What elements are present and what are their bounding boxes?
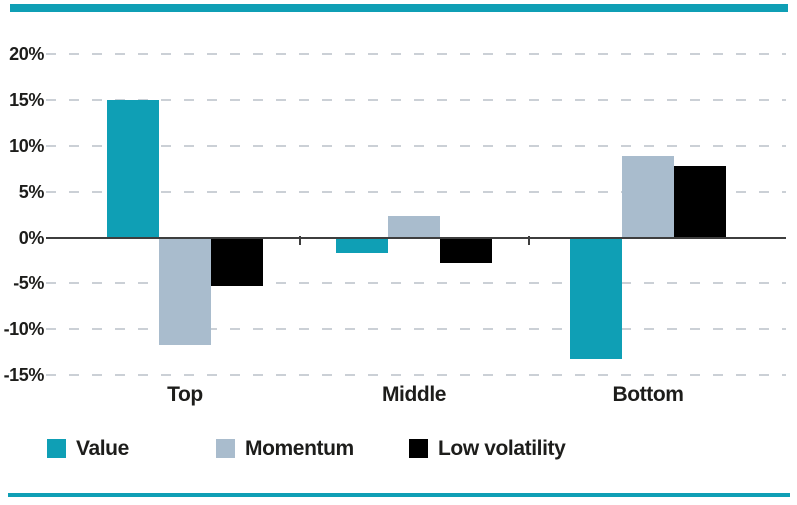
category-label-top: Top	[167, 383, 203, 406]
bar-momentum-top	[159, 237, 211, 345]
y-axis-tick-label: -10%	[3, 319, 45, 340]
category-label-middle: Middle	[381, 383, 447, 406]
legend-swatch-value	[47, 439, 66, 458]
legend-item-momentum: Momentum	[216, 438, 354, 459]
y-axis-tick-label: -5%	[13, 273, 44, 294]
legend: Value Momentum Low volatility	[47, 438, 767, 462]
bar-value-top	[107, 100, 159, 238]
legend-label: Value	[76, 437, 129, 460]
gridline--15%	[46, 373, 786, 376]
gridline-5%	[46, 190, 786, 193]
bar-low-volatility-bottom	[674, 166, 726, 238]
legend-label: Momentum	[245, 437, 354, 460]
category-separator-tick	[299, 235, 301, 245]
gridline--5%	[46, 282, 786, 285]
bar-low-volatility-top	[211, 237, 263, 287]
bar-momentum-middle	[388, 215, 440, 238]
gridline-20%	[46, 53, 786, 56]
y-axis-tick-label: -15%	[3, 364, 45, 385]
bar-value-bottom	[570, 237, 622, 360]
legend-item-low-volatility: Low volatility	[409, 437, 566, 460]
bottom-accent-bar	[8, 493, 790, 497]
top-accent-bar	[10, 4, 788, 12]
y-axis-tick-label: 20%	[9, 44, 44, 65]
bar-value-middle	[336, 237, 388, 254]
category-separator-tick	[528, 235, 530, 245]
gridline-15%	[46, 99, 786, 102]
legend-item-value: Value	[47, 438, 129, 459]
legend-swatch-low-volatility	[409, 439, 428, 458]
legend-label: Low volatility	[438, 437, 566, 460]
y-axis-tick-label: 5%	[18, 181, 45, 202]
bar-low-volatility-middle	[440, 237, 492, 264]
gridline--10%	[46, 328, 786, 331]
gridline-10%	[46, 144, 786, 147]
category-label-bottom: Bottom	[612, 383, 684, 406]
y-axis-tick-label: 15%	[9, 90, 44, 111]
bar-momentum-bottom	[622, 155, 674, 238]
x-axis-zero-line	[46, 236, 786, 239]
y-axis-tick-label: 10%	[9, 135, 44, 156]
legend-swatch-momentum	[216, 439, 235, 458]
y-axis-tick-label: 0%	[18, 227, 45, 248]
